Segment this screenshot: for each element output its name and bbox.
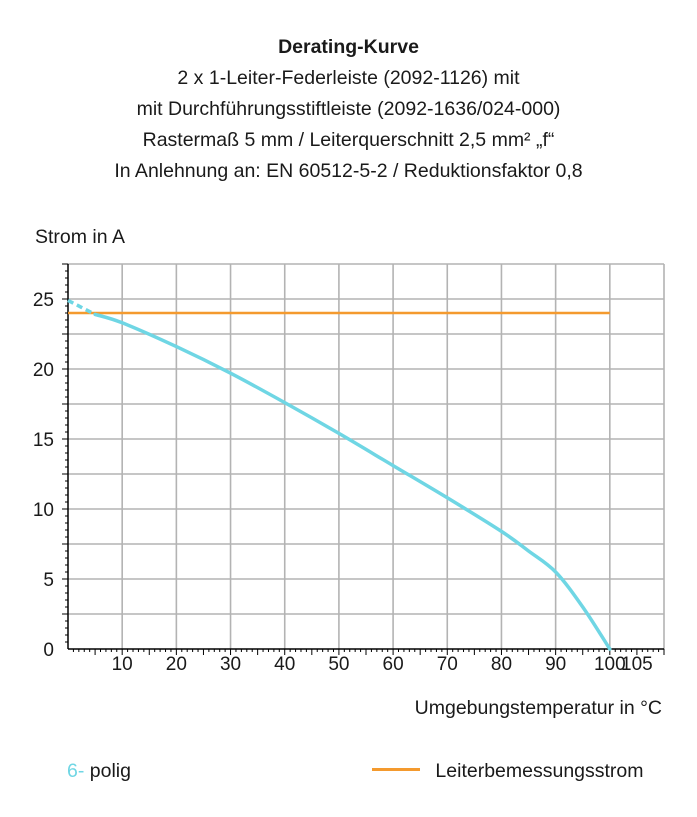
grid (68, 263, 665, 649)
subtitle-line-1: 2 x 1-Leiter-Federleiste (2092-1126) mit (177, 67, 520, 89)
chart-title: Derating-Kurve (278, 36, 419, 58)
subtitle-line-2: mit Durchführungsstiftleiste (2092-1636/… (136, 98, 561, 120)
y-tick-label: 10 (33, 500, 54, 521)
x-tick-label: 100 (594, 654, 626, 675)
y-tick-label: 0 (43, 640, 54, 661)
y-tick-label: 5 (43, 570, 54, 591)
y-tick-label: 25 (33, 290, 54, 311)
legend-series: 6- polig (67, 760, 131, 783)
subtitle-line-3: Rastermaß 5 mm / Leiterquerschnitt 2,5 m… (142, 129, 555, 151)
legend-series-number: 6- (67, 760, 85, 782)
legend-reference: Leiterbemessungsstrom (372, 760, 644, 783)
x-tick-label: 90 (545, 654, 566, 675)
x-tick-label: 60 (383, 654, 404, 675)
y-tick-label: 15 (33, 430, 54, 451)
x-tick-label: 10 (112, 654, 133, 675)
series-line-6polig-dashed (67, 298, 96, 316)
x-tick-label: 50 (328, 654, 349, 675)
x-tick-label: 70 (437, 654, 458, 675)
x-axis-label: Umgebungstemperatur in °C (415, 697, 662, 719)
series (67, 298, 612, 651)
axes (62, 263, 665, 655)
y-axis-label: Strom in A (35, 226, 125, 248)
x-tick-label: 40 (274, 654, 295, 675)
legend-reference-swatch (372, 768, 420, 772)
subtitle-line-4: In Anlehnung an: EN 60512-5-2 / Reduktio… (114, 160, 583, 182)
y-tick-label: 20 (33, 360, 54, 381)
x-tick-label: 105 (621, 654, 653, 675)
chart-title-block: Derating-Kurve 2 x 1-Leiter-Federleiste … (0, 32, 697, 187)
x-tick-label: 80 (491, 654, 512, 675)
series-line-6polig (93, 312, 612, 651)
legend-series-label: polig (89, 760, 131, 782)
x-tick-label: 20 (166, 654, 187, 675)
x-tick-label: 30 (220, 654, 241, 675)
legend-reference-label: Leiterbemessungsstrom (435, 760, 644, 782)
